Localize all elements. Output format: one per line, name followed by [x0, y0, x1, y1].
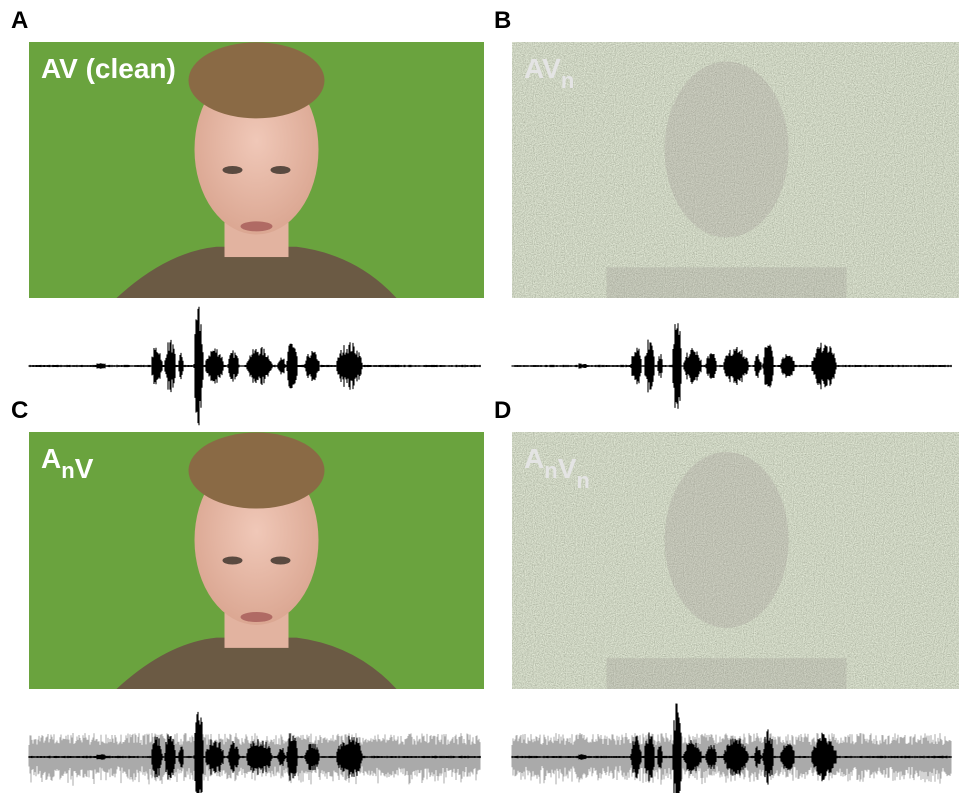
panel: B AVn [494, 7, 959, 409]
label-text: A [524, 443, 544, 474]
video-frame [512, 42, 959, 298]
hair [189, 433, 325, 509]
panel-letter: A [11, 7, 28, 34]
eye [271, 166, 291, 174]
shoulders-ghost [607, 267, 847, 298]
label-text: V [75, 453, 94, 484]
condition-label: AV (clean) [41, 53, 176, 84]
label-subscript: n [561, 68, 574, 93]
video-frame [29, 432, 484, 689]
label-text: AV [524, 53, 561, 84]
label-text: AV (clean) [41, 53, 176, 84]
label-subscript: n [544, 458, 557, 483]
shoulders-ghost [607, 658, 847, 689]
panel-letter: C [11, 397, 28, 424]
label-subscript: n [61, 458, 74, 483]
eye [223, 557, 243, 565]
eye [223, 166, 243, 174]
speech-waveform [29, 307, 481, 426]
label-subscript: n [576, 468, 589, 493]
panel: A AV (clean) [11, 7, 484, 425]
face-ghost [665, 62, 789, 238]
mouth [241, 612, 273, 622]
speech-waveform [512, 323, 952, 408]
face-ghost [665, 452, 789, 628]
eye [271, 557, 291, 565]
mouth [241, 221, 273, 231]
label-text: V [558, 453, 577, 484]
hair [189, 42, 325, 118]
figure: AAV (clean)BAVnCAnVDAnVn [0, 0, 959, 793]
panel-letter: B [494, 7, 511, 34]
label-text: A [41, 443, 61, 474]
panel-letter: D [494, 397, 511, 424]
